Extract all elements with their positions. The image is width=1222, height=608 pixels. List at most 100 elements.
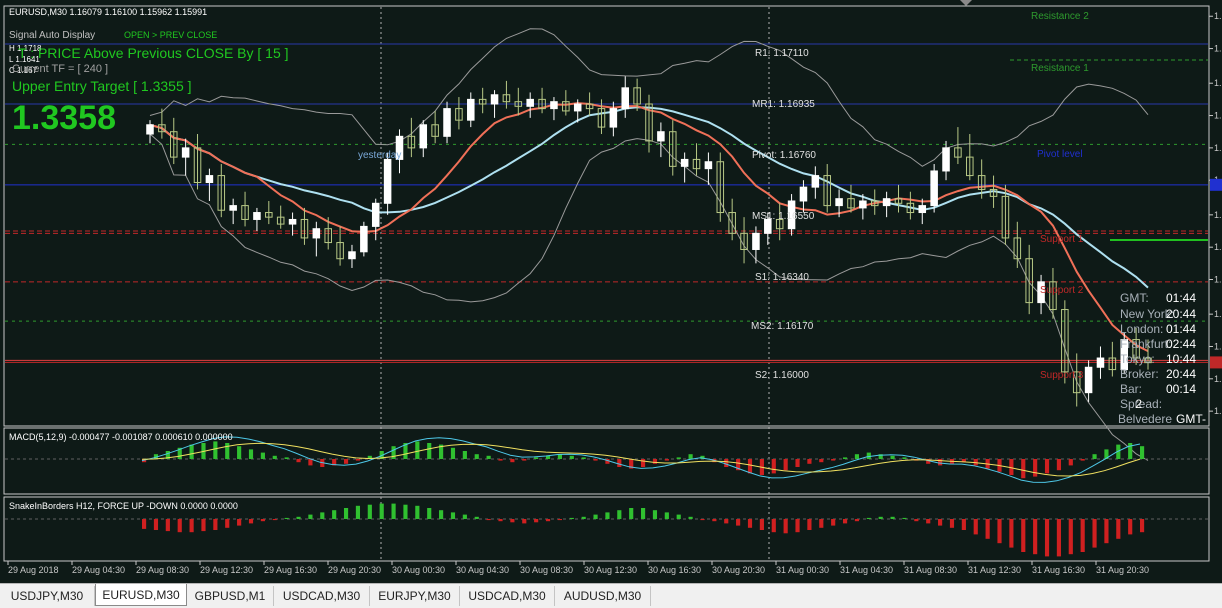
snake-bar xyxy=(391,503,396,519)
snake-bar xyxy=(997,519,1002,544)
candle-body xyxy=(443,108,451,137)
price-tick-label: 1.1720 xyxy=(1214,78,1222,88)
macd-bar xyxy=(1033,459,1038,477)
clock-label: Frankfurt: xyxy=(1120,337,1171,351)
tab-usdjpy-m30[interactable]: USDJPY,M30 xyxy=(0,586,95,606)
macd-bar xyxy=(866,452,871,459)
price-panel[interactable] xyxy=(3,5,1210,427)
clock-label: Broker: xyxy=(1120,367,1159,381)
snake-bar xyxy=(700,519,705,521)
macd-bar xyxy=(284,457,289,459)
snake-panel[interactable] xyxy=(3,496,1210,562)
candle-body xyxy=(1061,309,1069,373)
clock-label: Belvedere xyxy=(1118,412,1172,426)
macd-bar xyxy=(534,457,539,459)
macd-bar xyxy=(343,459,349,464)
snake-bar xyxy=(142,519,147,529)
candle-body xyxy=(265,212,273,218)
candle-body xyxy=(645,103,653,142)
candle-body xyxy=(835,198,843,207)
snake-bar xyxy=(712,519,717,522)
snake-bar xyxy=(819,519,824,528)
macd-bar xyxy=(1044,459,1050,474)
snake-bar xyxy=(367,504,372,519)
candle-body xyxy=(169,131,178,158)
level-support-1: Support 1 xyxy=(1040,234,1084,245)
macd-bar xyxy=(878,454,883,459)
macd-bar xyxy=(961,459,966,463)
candle-body xyxy=(253,212,261,220)
macd-bar xyxy=(593,459,598,461)
snake-histogram xyxy=(5,503,1208,557)
macd-signal-line xyxy=(141,442,1141,477)
snake-bar xyxy=(795,519,800,533)
macd-bar xyxy=(819,459,824,463)
candle-body xyxy=(360,225,368,253)
snake-bar xyxy=(379,503,384,519)
snake-bar xyxy=(545,519,551,522)
candle-body xyxy=(158,124,166,133)
tab-audusd-m30[interactable]: AUDUSD,M30 xyxy=(555,586,651,606)
snake-bar xyxy=(462,514,467,519)
macd-bar xyxy=(1080,459,1085,461)
tab-usdcad-m30-2[interactable]: USDCAD,M30 xyxy=(460,586,555,606)
macd-bar xyxy=(771,459,776,474)
candle-body xyxy=(1013,237,1022,260)
macd-panel[interactable] xyxy=(3,427,1210,495)
snake-bar xyxy=(260,519,265,522)
timeframe-message: Current TF = [ 240 ] xyxy=(12,63,108,75)
level-resistance-2: Resistance 2 xyxy=(1031,11,1089,22)
price-tick-label: 1.1578 xyxy=(1214,406,1222,416)
clock-value: 2 xyxy=(1135,397,1142,411)
price-tick-label: 1.1663 xyxy=(1214,210,1222,220)
candle-body xyxy=(989,188,998,197)
tab-eurjpy-m30[interactable]: EURJPY,M30 xyxy=(370,586,460,606)
snake-bar xyxy=(807,519,812,530)
candle-body xyxy=(407,135,416,149)
tab-eurusd-m30[interactable]: EURUSD,M30 xyxy=(95,584,187,606)
candle-body xyxy=(870,200,879,207)
snake-bar xyxy=(332,510,337,519)
level-ms2: MS2: 1.16170 xyxy=(751,321,814,332)
macd-bar xyxy=(747,459,753,474)
macd-bar xyxy=(890,455,895,459)
candle-body xyxy=(977,175,986,190)
snake-title: SnakeInBorders H12, FORCE UP -DOWN 0.000… xyxy=(9,501,238,511)
candle-body xyxy=(276,216,285,225)
snake-bar xyxy=(189,519,194,533)
tab-usdcad-m30[interactable]: USDCAD,M30 xyxy=(274,586,370,606)
candle-body xyxy=(657,131,665,142)
macd-bar xyxy=(581,457,586,459)
macd-bar xyxy=(724,459,729,467)
price-tick-label: 1.1749 xyxy=(1214,11,1222,21)
snake-bar xyxy=(973,519,978,535)
snake-bar xyxy=(664,512,669,519)
chart-svg: 1.17491.17351.17201.17061.16921.16781.16… xyxy=(0,0,1222,583)
candle-body xyxy=(799,186,808,202)
candle-body xyxy=(882,198,891,207)
macd-bar xyxy=(272,455,277,459)
snake-bar xyxy=(1021,519,1026,552)
clock-value: 01:44 xyxy=(1166,291,1196,305)
snake-bar xyxy=(736,519,741,526)
candle-body xyxy=(585,103,594,110)
candle-body xyxy=(823,175,831,207)
tab-gbpusd-m1[interactable]: GBPUSD,M1 xyxy=(187,586,274,606)
candle-body xyxy=(930,170,938,207)
candle-body xyxy=(1001,195,1010,239)
candle-body xyxy=(300,218,309,239)
candle-body xyxy=(692,158,701,170)
scroll-marker-icon[interactable] xyxy=(960,0,972,6)
current-price-marker xyxy=(1210,356,1222,369)
candle-body xyxy=(324,228,332,244)
candle-body xyxy=(1132,339,1140,359)
close-value: C 1.167 xyxy=(9,66,38,75)
macd-bar xyxy=(1092,454,1097,459)
snake-bar xyxy=(771,519,776,533)
time-tick-label: 29 Aug 20:30 xyxy=(328,565,381,575)
candle-body xyxy=(966,156,974,177)
macd-bar xyxy=(189,444,194,459)
candle-body xyxy=(514,101,523,107)
level-s1: S1: 1.16340 xyxy=(755,272,809,283)
